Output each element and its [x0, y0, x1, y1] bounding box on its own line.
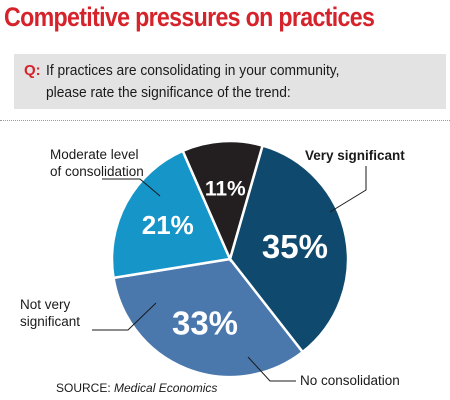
leader-no-consolidation: [247, 356, 296, 382]
slice-moderate-consolidation: [181, 139, 265, 263]
slice-no-consolidation: [112, 257, 305, 379]
question-box: [14, 54, 446, 109]
question-marker: Q:: [24, 62, 41, 79]
dotted-divider: [0, 120, 450, 121]
label-not-very-significant: Not very significant: [20, 296, 80, 330]
label-moderate-line1: Moderate level: [50, 147, 139, 162]
label-moderate-consolidation: Moderate level of consolidation: [50, 146, 144, 180]
label-not-very-line1: Not very: [20, 297, 71, 312]
label-moderate-line2: of consolidation: [50, 164, 144, 179]
question-text-line1: If practices are consolidating in your c…: [46, 62, 340, 79]
value-moderate-consolidation: 11%: [205, 178, 246, 201]
value-not-very-significant: 21%: [142, 210, 194, 240]
value-no-consolidation: 33%: [172, 304, 238, 341]
leader-very-significant: [329, 166, 367, 213]
slice-not-very-significant: [110, 149, 232, 280]
leader-not-very-significant: [92, 302, 157, 331]
chart-title: Competitive pressures on practices: [4, 2, 375, 32]
slice-very-significant: [228, 144, 350, 354]
leader-moderate-consolidation: [102, 178, 161, 197]
label-not-very-line2: significant: [20, 314, 81, 329]
source-name: Medical Economics: [114, 381, 218, 395]
source-note: SOURCE: Medical Economics: [56, 381, 217, 395]
label-very-significant: Very significant: [305, 148, 405, 163]
question-text-line2: please rate the significance of the tren…: [46, 84, 291, 101]
value-very-significant: 35%: [262, 228, 328, 265]
source-prefix: SOURCE:: [56, 381, 115, 395]
label-no-consolidation: No consolidation: [300, 373, 400, 388]
